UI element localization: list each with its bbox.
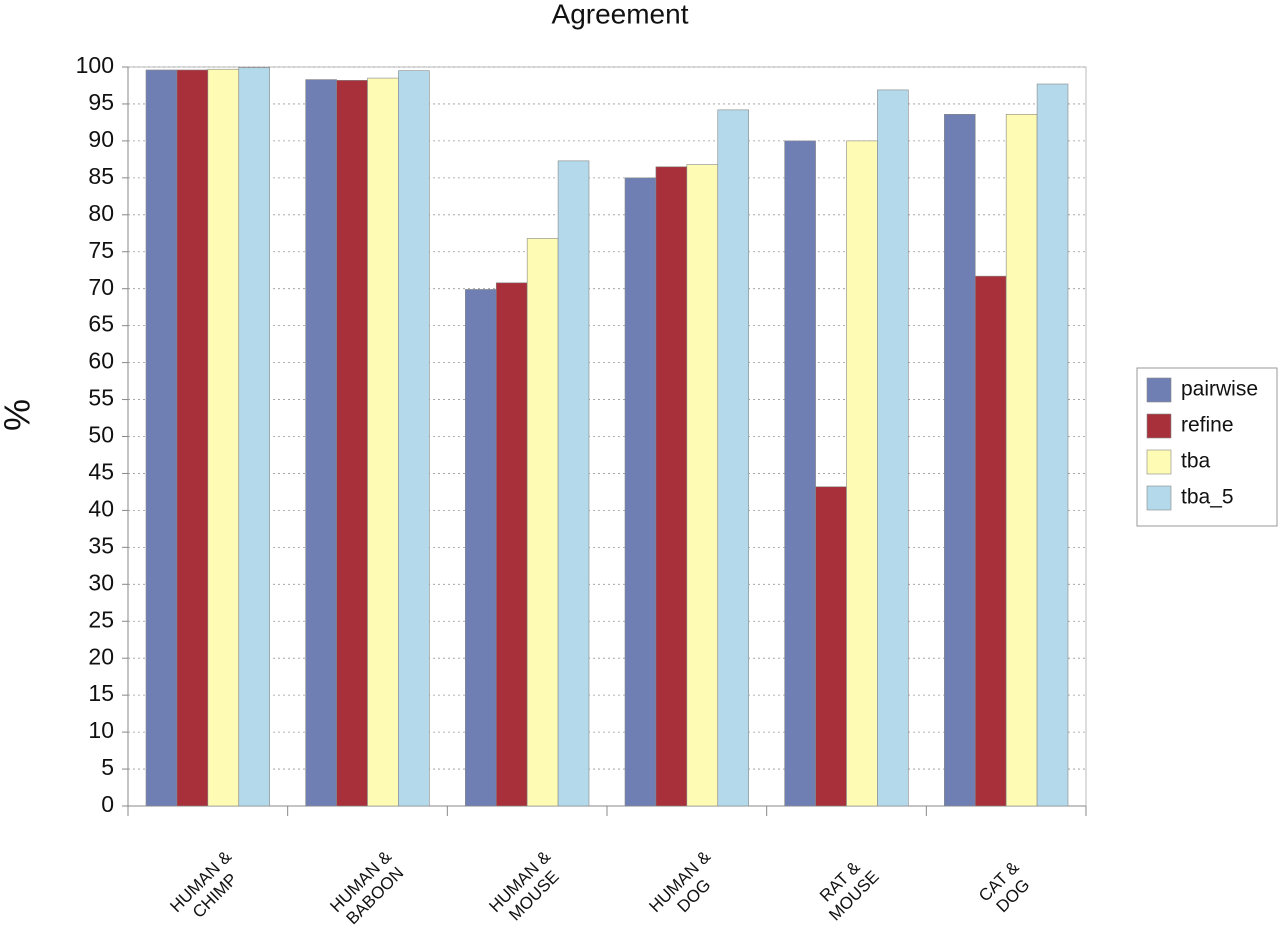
bar	[238, 67, 270, 807]
plot-area	[127, 66, 1087, 807]
bar	[686, 164, 719, 807]
bar	[974, 275, 1007, 807]
bar	[655, 166, 688, 807]
bar	[717, 109, 749, 807]
y-tick-label: 50	[88, 422, 114, 448]
bar	[815, 486, 847, 807]
y-tick-label: 35	[88, 532, 114, 558]
legend-label: tba	[1181, 450, 1211, 473]
y-tick-label: 15	[88, 680, 114, 706]
bar	[336, 80, 368, 807]
bar	[305, 79, 337, 807]
legend-swatch	[1146, 377, 1172, 403]
y-tick-label: 75	[88, 237, 114, 263]
y-tick-label: 70	[88, 274, 114, 300]
bar	[145, 69, 178, 807]
y-tick-label: 55	[88, 385, 114, 411]
chart-title: Agreement	[552, 0, 689, 29]
y-tick-label: 80	[88, 200, 114, 226]
bar	[846, 140, 878, 807]
legend-label: refine	[1181, 414, 1234, 437]
legend-swatch	[1146, 413, 1172, 439]
y-tick-label: 30	[88, 569, 114, 595]
y-tick-label: 65	[88, 311, 114, 337]
bar	[367, 77, 399, 807]
bar	[495, 282, 528, 807]
y-tick-label: 85	[88, 163, 114, 189]
bar	[176, 69, 209, 807]
y-tick-label: 60	[88, 348, 114, 374]
bar	[784, 140, 816, 807]
y-tick-label: 20	[88, 643, 114, 669]
y-tick-label: 90	[88, 126, 114, 152]
bar	[944, 113, 976, 807]
bar	[398, 70, 430, 807]
bar	[465, 289, 497, 807]
y-tick-label: 25	[88, 606, 114, 632]
legend-swatch	[1146, 449, 1172, 475]
bar	[1036, 83, 1069, 807]
legend-label: tba_5	[1181, 486, 1234, 509]
y-tick-label: 5	[101, 754, 114, 780]
bar	[526, 238, 559, 807]
bar	[207, 68, 240, 807]
bar	[624, 177, 657, 807]
y-tick-label: 45	[88, 459, 114, 485]
bar	[557, 160, 590, 807]
legend-swatch	[1146, 485, 1172, 511]
bar	[1005, 113, 1038, 807]
y-tick-label: 10	[88, 717, 114, 743]
y-tick-label: 0	[101, 791, 114, 817]
legend-label: pairwise	[1181, 378, 1258, 401]
y-tick-label: 100	[76, 52, 114, 78]
y-axis-label: %	[0, 399, 38, 431]
y-tick-label: 95	[88, 89, 114, 115]
bar	[877, 89, 909, 807]
y-tick-label: 40	[88, 495, 114, 521]
